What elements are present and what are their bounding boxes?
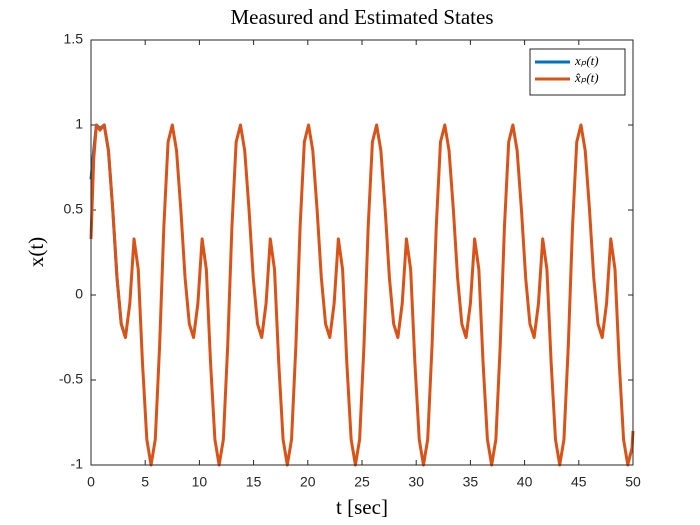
data-line [89, 123, 635, 467]
x-tick-label: 50 [625, 474, 641, 490]
y-tick-label: 0.5 [64, 201, 84, 217]
legend-box [529, 48, 626, 96]
x-tick-label: 45 [571, 474, 587, 490]
y-tick-label: -1 [71, 456, 84, 472]
x-tick-label: 10 [192, 474, 208, 490]
legend-label: x̂ₚ(t) [574, 70, 599, 85]
ticks: 0 5 10 15 20 25 30 35 40 45 50 -1 -0.5 0 0.5 1 1.5 [59, 31, 641, 490]
x-axis-label: t [sec] [336, 495, 388, 519]
x-tick-label: 30 [408, 474, 424, 490]
x-tick-label: 5 [141, 474, 149, 490]
y-tick-label: -0.5 [59, 371, 83, 387]
legend-label: xₚ(t) [574, 53, 599, 68]
x-tick-label: 0 [87, 474, 95, 490]
axes-box [90, 39, 634, 466]
x-tick-label: 20 [300, 474, 316, 490]
plot-lines [89, 123, 635, 467]
y-axis-label: x(t) [24, 237, 48, 267]
x-tick-label: 25 [354, 474, 370, 490]
x-tick-label: 35 [463, 474, 479, 490]
y-tick-label: 1 [75, 116, 83, 132]
y-tick-label: 0 [75, 286, 83, 302]
y-tick-label: 1.5 [64, 31, 84, 47]
x-tick-label: 40 [517, 474, 533, 490]
legend: xₚ(t) x̂ₚ(t) [529, 48, 626, 96]
chart-title: Measured and Estimated States [230, 5, 493, 29]
x-tick-label: 15 [246, 474, 262, 490]
